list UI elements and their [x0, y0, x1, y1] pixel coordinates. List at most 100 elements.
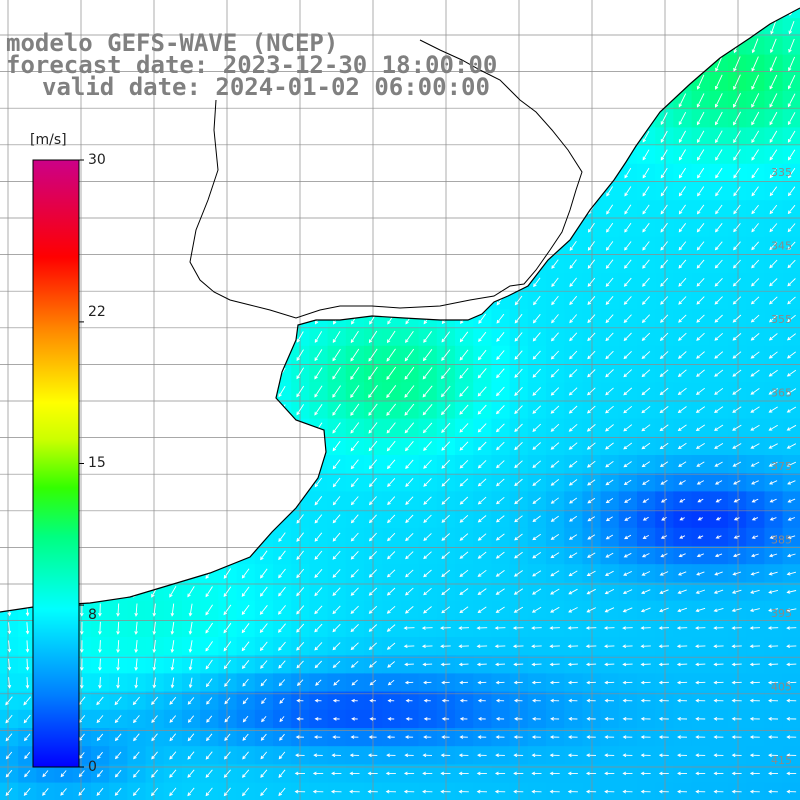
wind-arrow [97, 440, 103, 452]
field-cell [200, 236, 219, 256]
wind-arrow [206, 440, 213, 452]
wind-arrow [696, 204, 705, 215]
wind-arrow [715, 20, 722, 35]
wind-arrow [624, 222, 632, 233]
field-cell [163, 291, 183, 310]
field-cell [400, 163, 420, 183]
field-cell [473, 182, 492, 201]
field-cell [0, 345, 19, 365]
field-cell [54, 109, 74, 128]
wind-arrow [787, 314, 796, 323]
field-cell [127, 546, 147, 565]
field-cell [473, 8, 492, 19]
field-cell [200, 218, 219, 238]
wind-arrow [714, 259, 723, 269]
field-cell [127, 163, 147, 183]
field-cell [218, 546, 238, 565]
field-cell [382, 18, 401, 37]
wind-arrow [588, 8, 594, 16]
field-cell [491, 254, 511, 274]
wind-arrow [641, 332, 651, 341]
field-cell [182, 491, 201, 511]
wind-arrow [279, 149, 285, 161]
wind-arrow [224, 240, 231, 252]
wind-arrow [115, 240, 121, 252]
field-cell [145, 254, 165, 274]
wind-arrow [169, 112, 176, 125]
wind-arrow [588, 131, 595, 143]
field-cell [527, 36, 547, 56]
field-cell [291, 473, 310, 492]
wind-arrow [115, 276, 121, 289]
wind-arrow [351, 294, 359, 307]
field-cell [655, 36, 674, 56]
field-cell [309, 273, 329, 292]
field-cell [145, 145, 165, 165]
field-cell [491, 236, 511, 256]
wind-arrow [352, 39, 358, 52]
wind-arrow [169, 167, 176, 180]
field-cell [691, 18, 711, 37]
wind-arrow [115, 203, 121, 216]
field-cell [345, 18, 365, 37]
wind-arrow [497, 39, 503, 52]
field-cell [345, 218, 365, 238]
wind-arrow [733, 149, 741, 161]
field-cell [72, 8, 92, 19]
wind-arrow [97, 112, 103, 125]
wind-arrow [97, 203, 103, 216]
field-cell [254, 491, 274, 511]
field-cell [564, 163, 583, 183]
wind-arrow [551, 259, 559, 269]
wind-arrow [206, 258, 213, 270]
wind-arrow [169, 549, 177, 562]
field-cell [382, 145, 401, 165]
wind-arrow [588, 58, 595, 71]
wind-arrow [515, 8, 521, 16]
wind-arrow [751, 278, 760, 287]
grid-label: 385 [771, 534, 792, 547]
field-cell [200, 546, 219, 565]
field-cell [91, 527, 110, 547]
wind-arrow [569, 314, 578, 324]
field-cell [236, 345, 256, 365]
field-cell [564, 109, 583, 128]
field-cell [91, 182, 110, 201]
colorbar-tick-label: 22 [88, 304, 106, 320]
field-cell [309, 145, 329, 165]
field-cell [200, 182, 219, 201]
wind-arrow [79, 458, 85, 471]
wind-arrow [133, 331, 140, 343]
wind-arrow [388, 167, 395, 179]
field-cell [291, 309, 310, 329]
field-cell [218, 145, 238, 165]
field-cell [746, 8, 765, 19]
wind-arrow [424, 8, 430, 16]
field-cell [418, 18, 438, 37]
wind-arrow [260, 495, 268, 506]
field-cell [546, 127, 565, 147]
field-cell [109, 509, 128, 529]
wind-arrow [460, 277, 468, 288]
wind-arrow [79, 258, 85, 271]
field-cell [127, 400, 147, 420]
wind-arrow [732, 333, 742, 341]
wind-arrow [151, 294, 158, 307]
field-cell [564, 127, 583, 147]
field-cell [163, 546, 183, 565]
wind-arrow [587, 277, 596, 287]
wind-arrow [115, 331, 121, 343]
wind-arrow [97, 167, 103, 180]
wind-arrow [79, 130, 85, 143]
field-cell [254, 254, 274, 274]
wind-arrow [642, 57, 650, 71]
wind-arrow [642, 75, 650, 89]
wind-arrow [769, 149, 778, 161]
field-cell [546, 200, 565, 219]
field-cell [0, 8, 19, 19]
wind-arrow [6, 112, 12, 125]
field-cell [527, 254, 547, 274]
wind-arrow [624, 57, 631, 71]
wind-arrow [242, 185, 249, 198]
field-cell [546, 36, 565, 56]
